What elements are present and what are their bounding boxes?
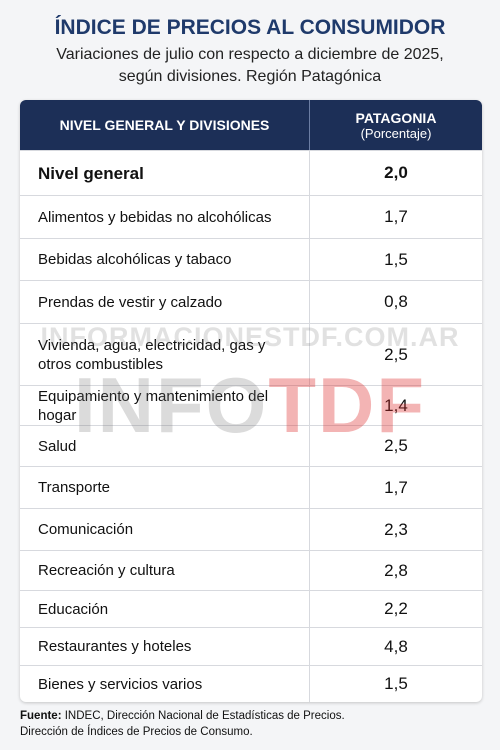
table-row: Recreación y cultura 2,8	[20, 550, 482, 590]
division-name: Educación	[20, 591, 310, 627]
footer-label: Fuente:	[20, 710, 62, 722]
title: ÍNDICE DE PRECIOS AL CONSUMIDOR	[54, 16, 446, 39]
division-name: Bienes y servicios varios	[20, 666, 310, 702]
table-row: Bienes y servicios varios 1,5	[20, 665, 482, 702]
percentage-value: 1,4	[384, 395, 408, 415]
table-row: Restaurantes y hoteles 4,8	[20, 627, 482, 665]
percentage-value: 1,5	[384, 674, 408, 693]
division-name: Prendas de vestir y calzado	[20, 281, 310, 323]
division-name: Equipamiento y mantenimiento del hogar	[20, 386, 310, 425]
percentage-value: 2,5	[384, 344, 408, 364]
subtitle: Variaciones de julio con respecto a dici…	[0, 44, 500, 88]
division-name: Transporte	[20, 467, 310, 508]
table-row: Comunicación 2,3	[20, 508, 482, 550]
table: NIVEL GENERAL Y DIVISIONES PATAGONIA (Por…	[20, 100, 482, 702]
percentage-value: 1,7	[384, 477, 408, 497]
subtitle-line: según divisiones. Región Patagónica	[118, 68, 382, 85]
column-title: PATAGONIA	[355, 109, 437, 126]
division-name: Vivienda, agua, electricidad, gas y otro…	[20, 324, 310, 385]
table-row: Transporte 1,7	[20, 466, 482, 508]
footer-line: Dirección de Índices de Precios de Consu…	[20, 726, 253, 738]
division-name: Salud	[20, 426, 310, 466]
division-name: Recreación y cultura	[20, 551, 310, 590]
table-row: Bebidas alcohólicas y tabaco 1,5	[20, 238, 482, 280]
table-row: Educación 2,2	[20, 590, 482, 627]
percentage-value: 4,8	[384, 636, 408, 656]
footer-line: INDEC, Dirección Nacional de Estadística…	[64, 710, 345, 722]
table-row: Nivel general 2,0	[20, 150, 482, 195]
division-name: Alimentos y bebidas no alcohólicas	[20, 196, 310, 238]
percentage-value: 1,5	[384, 249, 408, 269]
column-header: NIVEL GENERAL Y DIVISIONES	[20, 100, 310, 150]
percentage-value: 2,8	[384, 560, 408, 580]
table-row: Equipamiento y mantenimiento del hogar 1,…	[20, 385, 482, 425]
percentage-value: 0,8	[384, 292, 408, 311]
division-name: Bebidas alcohólicas y tabaco	[20, 239, 310, 280]
division-name: Restaurantes y hoteles	[20, 628, 310, 665]
column-subtitle: (Porcentaje)	[360, 125, 432, 141]
table-row: Prendas de vestir y calzado 0,8	[20, 280, 482, 323]
percentage-value: 2,5	[384, 436, 408, 455]
percentage-value: 2,3	[384, 519, 408, 539]
division-name: Comunicación	[20, 509, 310, 550]
division-name: Nivel general	[20, 151, 310, 195]
subtitle-line: Variaciones de julio con respecto a dici…	[56, 46, 444, 63]
table-header: NIVEL GENERAL Y DIVISIONES PATAGONIA (Por…	[20, 100, 482, 150]
percentage-value: 2,0	[384, 163, 408, 182]
table-row: Salud 2,5	[20, 425, 482, 466]
footer: Fuente: INDEC, Dirección Nacional de Est…	[20, 708, 345, 740]
table-row: Alimentos y bebidas no alcohólicas 1,7	[20, 195, 482, 238]
percentage-value: 1,7	[384, 207, 408, 226]
column-header: PATAGONIA (Porcentaje)	[310, 100, 482, 150]
table-row: Vivienda, agua, electricidad, gas y otro…	[20, 323, 482, 385]
percentage-value: 2,2	[384, 599, 408, 618]
